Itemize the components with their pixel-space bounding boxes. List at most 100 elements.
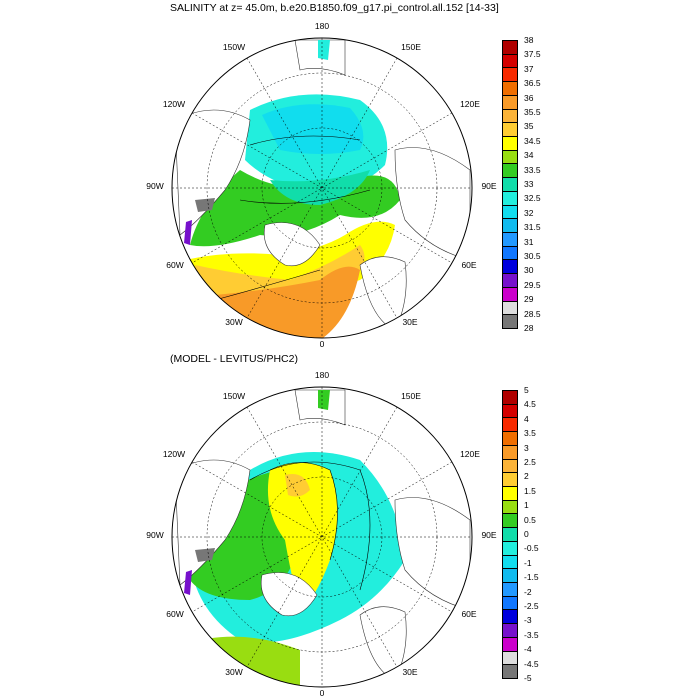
panel-2-title: (MODEL - LEVITUS/PHC2): [170, 353, 298, 365]
lon-60w-label: 60W: [166, 260, 184, 270]
colorbar-swatch: [502, 67, 518, 83]
colorbar-tick-label: -4.5: [524, 658, 539, 669]
colorbar-tick-label: 3.5: [524, 428, 536, 439]
colorbar-tick-label: 37: [524, 63, 534, 74]
colorbar-tick-label: 30: [524, 265, 534, 276]
colorbar-swatch: [502, 273, 518, 288]
colorbar-tick-label: -1: [524, 557, 532, 568]
colorbar-swatch: [502, 177, 518, 192]
colorbar-swatch: [502, 636, 518, 652]
lon-60e-label: 60E: [461, 260, 477, 270]
colorbar-swatch: [502, 650, 518, 666]
colorbar-swatch: [502, 554, 518, 570]
difference-map: [172, 387, 472, 687]
hudson-purple: [184, 220, 192, 245]
colorbar-tick-label: 0: [524, 529, 529, 539]
colorbar-tick-label: 33.5: [524, 164, 541, 175]
colorbar-tick-label: 2.5: [524, 457, 536, 467]
america-land: [174, 109, 251, 236]
colorbar-tick-label: -3: [524, 615, 532, 626]
colorbar-tick-label: 29: [524, 294, 534, 305]
colorbar-tick-label: -5: [524, 673, 532, 683]
colorbar-tick-label: 4: [524, 413, 529, 424]
colorbar-swatch: [502, 300, 518, 316]
colorbar-swatch: [502, 149, 518, 165]
colorbar-tick-label: 36: [524, 92, 534, 103]
colorbar-tick-label: 0.5: [524, 514, 536, 525]
lon-30w-label: 30W: [225, 317, 243, 327]
colorbar-tick-label: 28: [524, 323, 534, 333]
colorbar-swatch: [502, 568, 518, 583]
colorbar-swatch: [502, 527, 518, 542]
colorbar-swatch: [502, 486, 518, 501]
colorbar-tick-label: 1: [524, 500, 529, 511]
salinity-field-cyan: [262, 104, 364, 154]
lon-90w-label-2: 90W: [146, 530, 164, 540]
siberia-land-2: [394, 497, 471, 611]
colorbar-tick-label: 30.5: [524, 251, 541, 261]
colorbar-swatch: [502, 540, 518, 556]
colorbar-tick-label: -2.5: [524, 601, 539, 611]
lon-30e-label-2: 30E: [402, 667, 418, 677]
colorbar-tick-label: 5: [524, 385, 529, 395]
lon-150e-label-2: 150E: [401, 391, 421, 401]
colorbar-swatch: [502, 163, 518, 179]
map-2-boundary: [171, 386, 473, 688]
lon-60e-label-2: 60E: [461, 609, 477, 619]
colorbar-tick-label: 2: [524, 471, 529, 482]
colorbar-tick-label: 1.5: [524, 485, 536, 496]
lon-90e-label: 90E: [481, 181, 497, 191]
colorbar-swatch: [502, 417, 518, 433]
colorbar-tick-label: 35.5: [524, 107, 541, 117]
lon-30e-label: 30E: [402, 317, 418, 327]
lon-150w-label-2: 150W: [222, 391, 246, 401]
colorbar-tick-label: 29.5: [524, 279, 541, 290]
lon-120e-label-2: 120E: [460, 449, 480, 459]
colorbar-tick-label: -4: [524, 644, 532, 655]
colorbar-tick-label: 34.5: [524, 135, 541, 146]
colorbar-tick-label: 35: [524, 121, 534, 132]
colorbar-swatch: [502, 664, 518, 679]
colorbar-swatch: [502, 122, 518, 137]
lon-0-label-2: 0: [319, 688, 325, 698]
colorbar-swatch: [502, 136, 518, 151]
lon-150w-label: 150W: [222, 42, 246, 52]
colorbar-salinity: 38 37.5 37 36.5 36 35.5 35 34.5 34 33.5 33 32.5 32 31…: [502, 35, 541, 333]
colorbar-swatch: [502, 232, 518, 247]
hudson-gray: [195, 198, 215, 212]
colorbar-difference: 5 4.5 4 3.5 3 2.5 2 1.5 1 0.5 0 -0.5 -1 -1.5 -2 -2.5 -3 -…: [502, 385, 539, 683]
colorbar-swatch: [502, 472, 518, 487]
colorbar-swatch: [502, 108, 518, 124]
colorbar-swatch: [502, 444, 518, 460]
colorbar-swatch: [502, 218, 518, 233]
lon-30w-label-2: 30W: [225, 667, 243, 677]
colorbar-swatch: [502, 259, 518, 275]
colorbar-tick-label: 37.5: [524, 49, 541, 60]
colorbar-swatch: [502, 190, 518, 206]
colorbar-swatch: [502, 458, 518, 474]
colorbar-tick-label: 4.5: [524, 399, 536, 410]
panel-1-title: SALINITY at z= 45.0m, b.e20.B1850.f09_g1…: [170, 2, 499, 14]
lon-120e-label: 120E: [460, 99, 480, 109]
colorbar-swatch: [502, 499, 518, 515]
lon-90w-label: 90W: [146, 181, 164, 191]
lon-90e-label-2: 90E: [481, 530, 497, 540]
map-1-boundary: [171, 37, 473, 339]
colorbar-swatch: [502, 431, 518, 446]
colorbar-tick-label: 34: [524, 150, 534, 161]
colorbar-swatch: [502, 513, 518, 529]
colorbar-tick-label: 33: [524, 179, 534, 189]
colorbar-swatch: [502, 314, 518, 329]
lon-180-label: 180: [314, 21, 330, 31]
diff-field-yellow: [267, 462, 338, 610]
colorbar-swatch: [502, 390, 518, 405]
colorbar-swatch: [502, 40, 518, 55]
lon-120w-label: 120W: [162, 99, 186, 109]
lon-180-label-2: 180: [314, 370, 330, 380]
colorbar-tick-label: 3: [524, 442, 529, 453]
colorbar-tick-label: -0.5: [524, 543, 539, 554]
america-land-2: [174, 459, 251, 586]
colorbar-swatch: [502, 204, 518, 220]
colorbar-swatch: [502, 403, 518, 419]
